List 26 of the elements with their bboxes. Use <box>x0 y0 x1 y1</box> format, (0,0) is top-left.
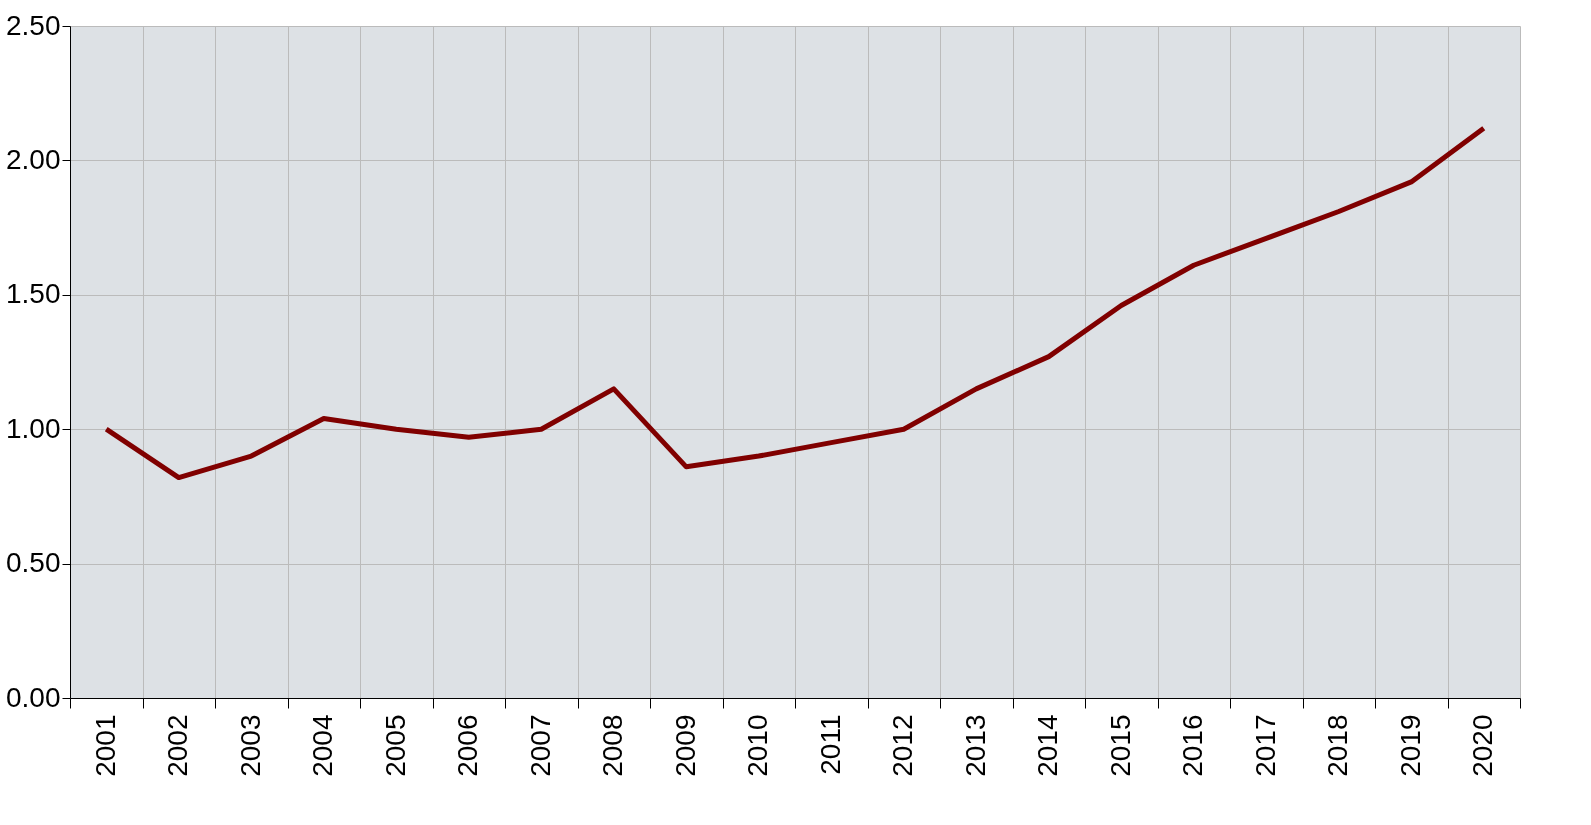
x-tick-label: 2014 <box>1032 714 1064 777</box>
x-tick-label: 2019 <box>1394 714 1426 777</box>
x-tick-label: 2007 <box>524 714 556 777</box>
y-tick-label: 2.00 <box>6 143 61 175</box>
x-tick-label: 2012 <box>887 714 919 777</box>
x-tick-label: 2005 <box>379 714 411 777</box>
y-tick-label: 0.50 <box>6 547 61 579</box>
x-tick-label: 2006 <box>452 714 484 777</box>
x-tick-label: 2017 <box>1249 714 1281 777</box>
x-tick-label: 2008 <box>597 714 629 777</box>
x-tick-label: 2018 <box>1322 714 1354 777</box>
y-tick-label: 1.50 <box>6 278 61 310</box>
x-tick-label: 2013 <box>959 714 991 777</box>
x-tick-label: 2002 <box>162 714 194 777</box>
y-tick-label: 2.50 <box>6 9 61 41</box>
y-tick-label: 0.00 <box>6 681 61 713</box>
x-tick-label: 2020 <box>1467 714 1499 777</box>
x-tick-label: 2003 <box>234 714 266 777</box>
x-tick-label: 2015 <box>1104 714 1136 777</box>
y-tick-label: 1.00 <box>6 412 61 444</box>
x-tick-label: 2010 <box>742 714 774 777</box>
x-tick-label: 2009 <box>669 714 701 777</box>
x-tick-label: 2011 <box>814 714 846 775</box>
x-tick-label: 2016 <box>1177 714 1209 777</box>
x-tick-label: 2004 <box>307 714 339 777</box>
x-tick-label: 2001 <box>89 714 121 777</box>
